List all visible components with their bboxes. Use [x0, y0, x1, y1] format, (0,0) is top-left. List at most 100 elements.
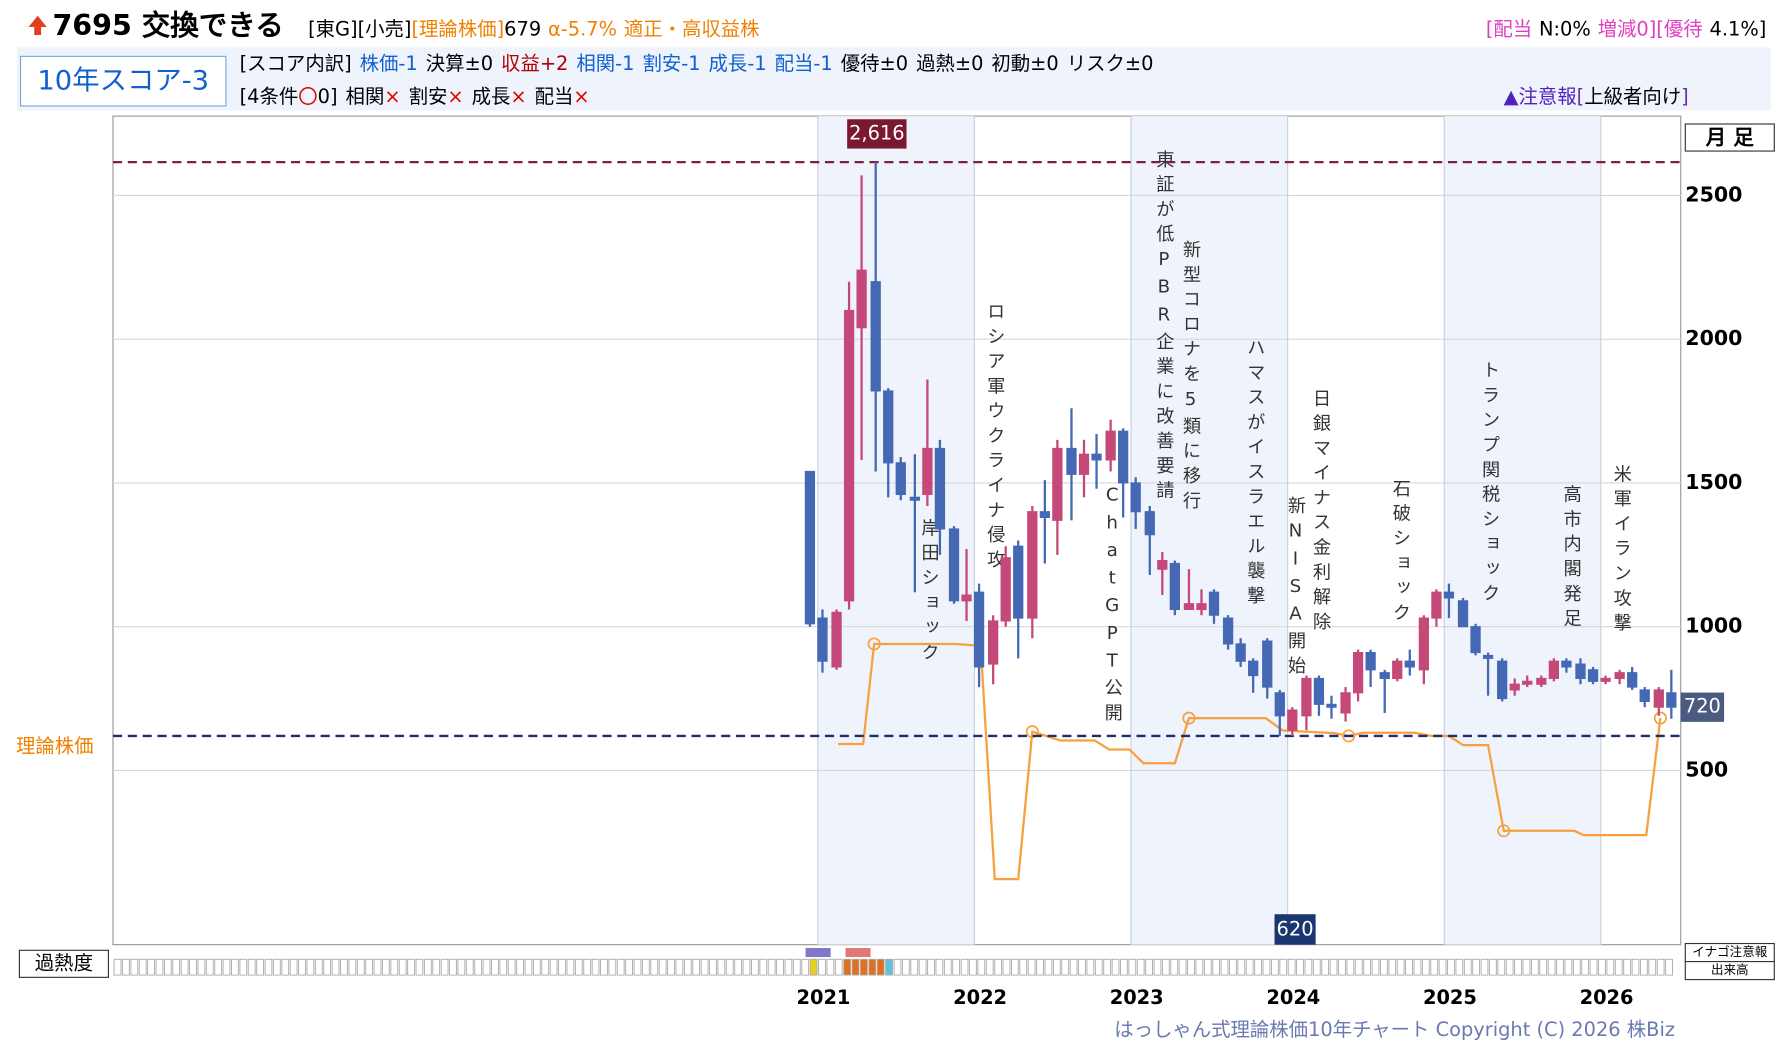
candle-body	[856, 269, 867, 329]
x-tick-label: 2022	[953, 986, 1007, 1009]
overheat-cell	[1338, 958, 1346, 976]
overheat-cell	[1153, 958, 1162, 976]
candle-body	[1313, 677, 1325, 705]
overheat-cell	[138, 958, 147, 976]
title: 7695 交換できる	[52, 9, 283, 42]
candle-body	[1039, 511, 1050, 519]
year-band	[1130, 116, 1288, 945]
candle-body	[1052, 447, 1063, 521]
overheat-box	[18, 949, 109, 978]
candle-body	[1274, 692, 1285, 717]
header-segment: 適正・高収益株	[624, 17, 760, 40]
overheat-cell	[189, 958, 197, 976]
overheat-cell	[658, 958, 667, 976]
overheat-cell	[1665, 958, 1673, 976]
header-line2: [スコア内訳] 株価-1 決算±0 収益+2 相関-1 割安-1 成長-1 配当-1 優待±0 過…	[240, 52, 1154, 75]
overheat-cell	[113, 958, 122, 976]
overheat-cell	[1178, 958, 1187, 976]
overheat-cell	[549, 958, 558, 976]
overheat-cell	[734, 958, 743, 976]
header-segment: 配当	[535, 85, 574, 108]
candle-body	[1431, 591, 1442, 619]
overheat-cell	[1572, 958, 1581, 976]
header-segment: 優待±0	[841, 52, 908, 75]
candle-body	[1222, 617, 1234, 645]
overheat-cell	[960, 958, 969, 976]
header-segment: N:0%	[1539, 17, 1591, 40]
theory-label-box	[1274, 914, 1316, 945]
overheat-cell	[952, 958, 961, 976]
candle-body	[817, 617, 828, 662]
event-annotation: 日銀マイナス金利解除	[1310, 389, 1331, 637]
candle-body	[1536, 677, 1547, 685]
overheat-cell	[1421, 958, 1430, 976]
overheat-cell	[231, 958, 239, 976]
overheat-cell	[776, 958, 784, 976]
header-segment: リスク±0	[1067, 52, 1154, 75]
overheat-cell	[616, 958, 625, 976]
candle-body	[843, 309, 855, 602]
candle-body	[804, 470, 816, 625]
header-segment: [優待	[1656, 17, 1702, 40]
header-segment: ×	[384, 85, 400, 108]
last-label-box	[1680, 692, 1725, 722]
candle-body	[961, 594, 972, 602]
inago-label: イナゴ注意報	[1692, 944, 1768, 959]
overheat-cell	[818, 958, 826, 976]
candle-body	[973, 591, 985, 668]
overheat-cell	[1187, 958, 1195, 976]
header-segment: 相関-1	[576, 52, 634, 75]
overheat-cell	[1614, 958, 1623, 976]
overheat-cell	[1447, 958, 1455, 976]
overheat-cell	[1111, 958, 1120, 976]
y-tick-label: 2500	[1685, 183, 1742, 207]
overheat-cell	[507, 958, 516, 976]
candle-body	[1522, 680, 1533, 685]
candle-body	[1457, 600, 1469, 628]
overheat-cell	[1530, 958, 1539, 976]
overheat-cell	[1547, 958, 1556, 976]
overheat-cell	[1287, 958, 1296, 976]
overheat-cell	[331, 958, 340, 976]
overheat-top	[845, 948, 871, 958]
overheat-cell	[1304, 958, 1313, 976]
overheat-cell	[155, 958, 164, 976]
overheat-cell	[843, 958, 852, 976]
overheat-cell	[1606, 958, 1615, 976]
overheat-cell	[574, 958, 583, 976]
overheat-cell	[281, 958, 290, 976]
candle-body	[1196, 603, 1207, 611]
candle-body	[909, 496, 920, 501]
year-band	[1444, 116, 1601, 945]
overheat-cell	[264, 958, 273, 976]
overheat-cell	[977, 958, 986, 976]
header-segment: 過熱±0	[916, 52, 983, 75]
candle-body	[1614, 672, 1625, 680]
header-segment: [理論株価]	[411, 17, 504, 40]
overheat-cell	[927, 958, 935, 976]
header-segment: 679	[504, 17, 541, 40]
candle-body	[1078, 453, 1090, 475]
overheat-cell	[759, 958, 768, 976]
last-price-label: 720	[1684, 695, 1721, 718]
overheat-cell	[1011, 958, 1019, 976]
theory-price-label: 620	[1277, 918, 1314, 941]
candle-body	[1157, 560, 1168, 570]
event-annotation: ChatGPT公開	[1102, 485, 1123, 728]
overheat-cell	[1103, 958, 1112, 976]
overheat-cell	[1052, 958, 1061, 976]
overheat-cell	[717, 958, 726, 976]
event-annotation: ロシア軍ウクライナ侵攻	[984, 302, 1005, 575]
overheat-cell	[558, 958, 566, 976]
score-box	[19, 55, 227, 107]
overheat-cell	[130, 958, 139, 976]
score: 10年スコア-3	[37, 66, 209, 97]
overheat-cell	[608, 958, 617, 976]
overheat-cell	[516, 958, 524, 976]
candle-body	[1235, 643, 1246, 662]
overheat-cell	[1631, 958, 1640, 976]
header-segment: 成長-1	[709, 52, 767, 75]
candle-body	[1027, 511, 1038, 619]
candle-body	[1392, 660, 1403, 680]
